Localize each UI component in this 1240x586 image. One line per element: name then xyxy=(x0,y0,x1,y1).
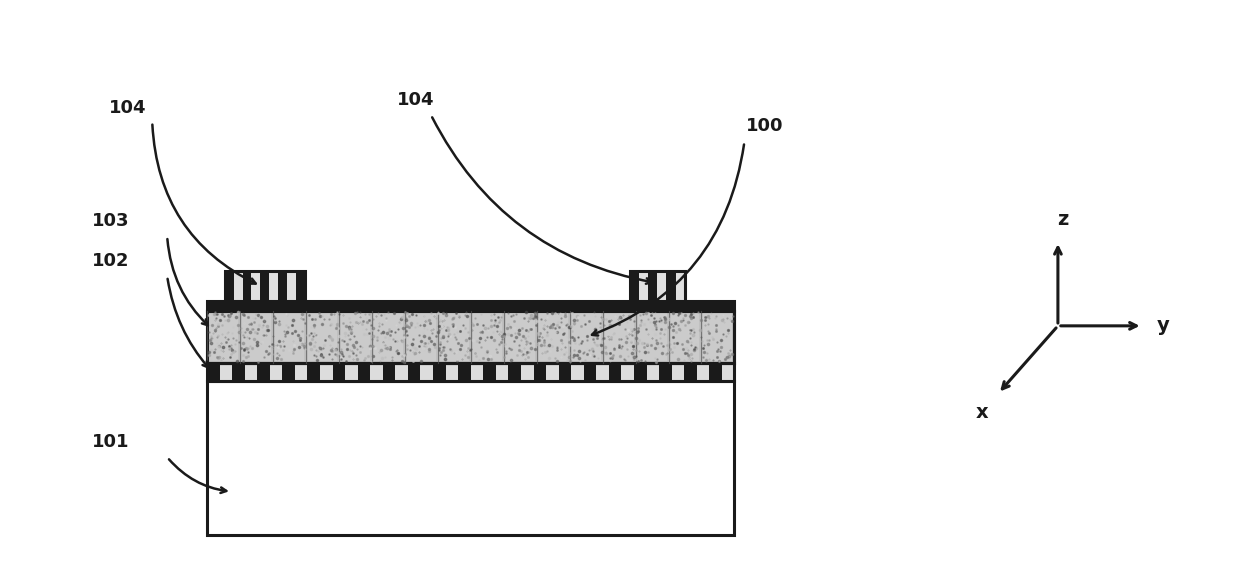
Bar xyxy=(252,271,260,301)
Bar xyxy=(472,313,502,360)
Text: y: y xyxy=(1157,316,1169,335)
Bar xyxy=(521,363,533,380)
Bar xyxy=(207,380,734,535)
Bar xyxy=(433,363,445,380)
Bar xyxy=(295,271,305,301)
Bar xyxy=(546,363,559,380)
Bar xyxy=(308,313,337,360)
Bar xyxy=(243,271,252,301)
Bar xyxy=(283,363,295,380)
Bar xyxy=(666,271,676,301)
Bar xyxy=(634,363,646,380)
Bar xyxy=(278,271,286,301)
Bar xyxy=(270,363,283,380)
Bar xyxy=(584,363,596,380)
Bar xyxy=(637,313,667,360)
Bar xyxy=(676,271,684,301)
Text: 100: 100 xyxy=(745,117,784,135)
Bar xyxy=(508,363,521,380)
Bar xyxy=(703,313,733,360)
Bar xyxy=(207,311,734,363)
Bar xyxy=(621,363,634,380)
Bar xyxy=(572,313,600,360)
Bar xyxy=(373,313,403,360)
Text: 103: 103 xyxy=(92,212,129,230)
Bar xyxy=(396,363,408,380)
Bar xyxy=(646,363,660,380)
Bar xyxy=(445,363,458,380)
Bar xyxy=(286,271,295,301)
Bar xyxy=(639,271,649,301)
Bar xyxy=(320,363,332,380)
Text: x: x xyxy=(976,404,988,423)
Bar xyxy=(207,363,219,380)
Bar xyxy=(471,363,484,380)
Bar xyxy=(671,313,699,360)
Bar xyxy=(533,363,546,380)
Bar xyxy=(207,363,734,380)
Bar xyxy=(538,313,568,360)
Bar xyxy=(295,363,308,380)
Bar xyxy=(440,313,469,360)
Bar xyxy=(207,311,734,363)
Bar xyxy=(232,363,244,380)
Bar xyxy=(572,363,584,380)
Text: 104: 104 xyxy=(109,99,146,117)
Bar xyxy=(407,313,435,360)
Bar xyxy=(357,363,371,380)
Bar xyxy=(269,271,278,301)
Bar xyxy=(630,271,684,301)
Bar xyxy=(207,301,734,311)
Bar xyxy=(244,363,257,380)
Bar xyxy=(219,363,232,380)
Bar xyxy=(260,271,269,301)
Bar xyxy=(709,363,722,380)
Bar xyxy=(408,363,420,380)
Bar xyxy=(496,363,508,380)
Bar xyxy=(341,313,370,360)
Bar xyxy=(420,363,433,380)
Bar xyxy=(308,363,320,380)
Bar xyxy=(649,271,657,301)
Text: 101: 101 xyxy=(92,433,129,451)
Bar xyxy=(257,363,270,380)
Bar xyxy=(484,363,496,380)
Bar xyxy=(660,363,672,380)
Text: 104: 104 xyxy=(397,91,435,109)
Bar xyxy=(605,313,634,360)
Bar xyxy=(224,271,233,301)
Bar xyxy=(657,271,666,301)
Bar xyxy=(458,363,471,380)
Text: z: z xyxy=(1058,210,1069,229)
Bar xyxy=(275,313,304,360)
Bar xyxy=(596,363,609,380)
Bar xyxy=(672,363,684,380)
Bar xyxy=(684,363,697,380)
Bar xyxy=(224,271,305,301)
Bar xyxy=(697,363,709,380)
Bar xyxy=(242,313,270,360)
Bar xyxy=(609,363,621,380)
Bar xyxy=(233,271,243,301)
Bar xyxy=(371,363,383,380)
Bar xyxy=(630,271,639,301)
Bar xyxy=(722,363,734,380)
Bar xyxy=(559,363,572,380)
Bar xyxy=(383,363,396,380)
Bar xyxy=(506,313,534,360)
Bar xyxy=(210,313,238,360)
Bar xyxy=(345,363,357,380)
Text: 102: 102 xyxy=(92,252,129,270)
Bar xyxy=(332,363,345,380)
